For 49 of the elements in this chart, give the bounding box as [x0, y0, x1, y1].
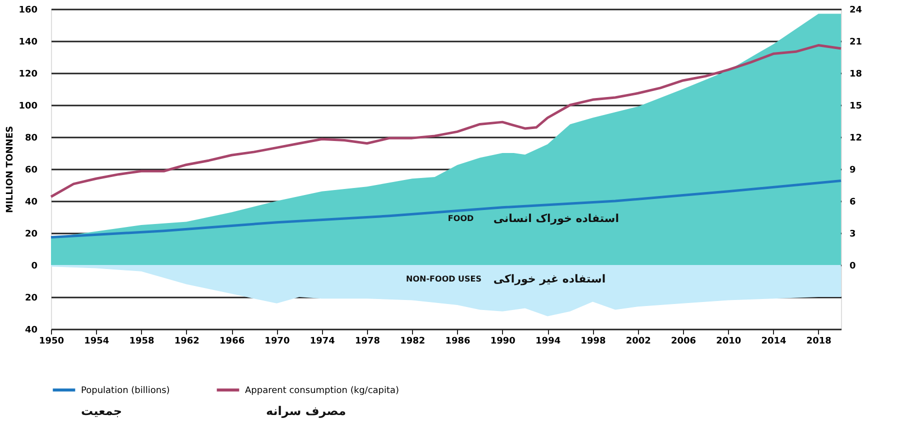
y-tick-label: 80 — [24, 134, 38, 144]
y2-tick-label: 21 — [850, 38, 862, 48]
text: جمعیت — [81, 404, 122, 418]
y2-tick-label: 0 — [850, 262, 856, 272]
x-tick-label: 1974 — [310, 336, 335, 346]
x-tick-label: 1958 — [129, 336, 154, 346]
y-tick-label: 140 — [18, 38, 38, 48]
y2-tick-label: 12 — [850, 134, 862, 144]
y-tick-label: 20 — [24, 230, 38, 240]
y2-tick-label: 3 — [850, 230, 856, 240]
y-tick-label: 20 — [24, 294, 38, 304]
y-tick-label: 60 — [24, 166, 38, 176]
x-tick-label: 1966 — [220, 336, 245, 346]
line-series — [50, 44, 842, 198]
y-tick-label: 120 — [18, 70, 38, 80]
y-tick-label: 40 — [24, 198, 38, 208]
annotation: FOOD — [448, 214, 474, 223]
legend-label: Apparent consumption (kg/capita) — [245, 386, 400, 396]
x-tick-label: 2014 — [761, 336, 786, 346]
x-tick-label: 2002 — [626, 336, 651, 346]
x-tick-label: 1986 — [445, 336, 470, 346]
x-tick-label: 1990 — [490, 336, 516, 346]
x-tick-label: 1994 — [536, 336, 561, 346]
y2-tick-label: 6 — [850, 198, 856, 208]
x-tick-label: 2018 — [806, 336, 832, 346]
annotation: استفاده غیر خوراکی — [493, 272, 606, 286]
legend-label: Population (billions) — [81, 386, 170, 396]
x-tick-label: 1950 — [38, 336, 64, 346]
y-tick-label: 40 — [24, 326, 38, 336]
y-tick-label: 160 — [18, 6, 38, 16]
y2-tick-label: 18 — [850, 70, 862, 80]
y-axis-title: MILLION TONNES — [6, 126, 16, 213]
annotation: NON-FOOD USES — [406, 274, 482, 284]
y2-tick-label: 9 — [850, 166, 856, 176]
x-tick-label: 1970 — [264, 336, 290, 346]
y2-tick-label: 15 — [850, 102, 862, 112]
y-tick-label: 0 — [31, 262, 38, 272]
text: مصرف سرانه — [266, 404, 346, 418]
x-tick-label: 1962 — [174, 336, 200, 346]
x-tick-label: 1982 — [400, 336, 426, 346]
x-tick-label: 1978 — [354, 336, 380, 346]
annotation: استفاده خوراک انسانی — [493, 212, 620, 225]
x-tick-label: 1954 — [84, 336, 110, 346]
x-tick-label: 1998 — [580, 336, 606, 346]
y2-tick-label: 24 — [850, 6, 862, 16]
x-tick-label: 2006 — [670, 336, 696, 346]
x-tick-label: 2010 — [716, 336, 742, 346]
line-series — [50, 179, 842, 239]
y-tick-label: 100 — [18, 102, 38, 112]
